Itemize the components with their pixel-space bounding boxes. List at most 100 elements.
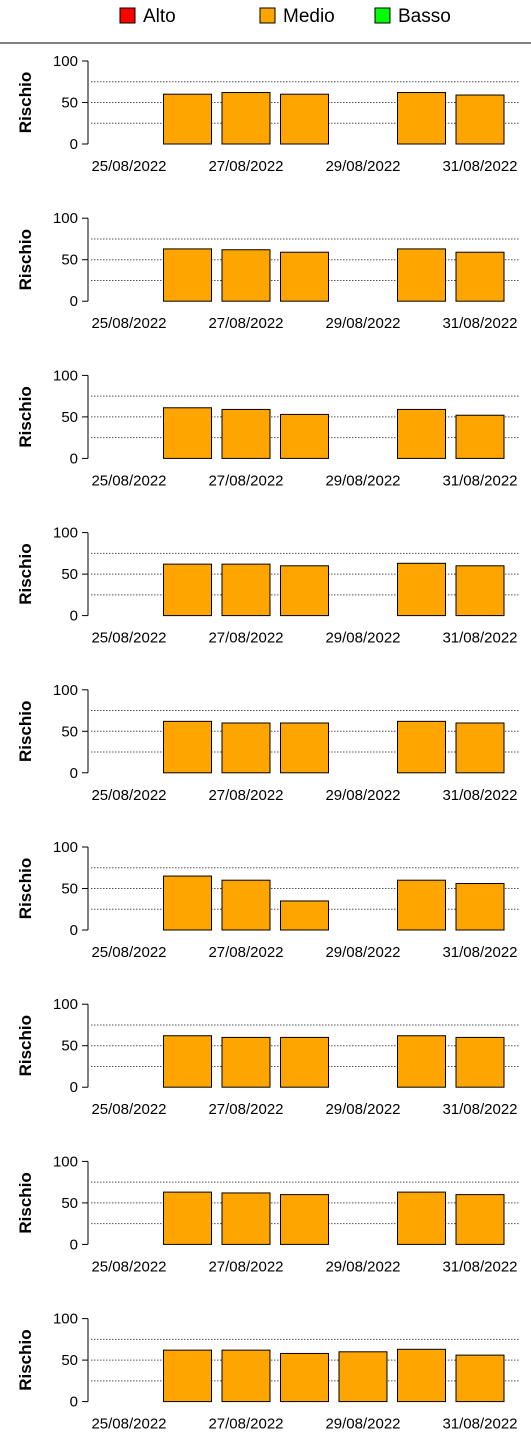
x-tick-label: 31/08/2022 [442,472,517,489]
bar-30-08-2022 [397,562,446,617]
x-tick-label: 29/08/2022 [325,1101,400,1118]
bar-30-08-2022 [397,879,446,931]
y-tick-label: 0 [70,608,78,625]
x-tick-label: 29/08/2022 [325,315,400,332]
y-tick-label: 0 [70,450,78,467]
legend: Alto Medio Basso [119,6,451,27]
bar-31-08-2022 [455,251,505,302]
x-tick-label: 27/08/2022 [208,472,283,489]
x-tick-label: 29/08/2022 [325,944,400,961]
bar-31-08-2022 [455,565,505,617]
chart-panels: 0 50 100 Rischio 25/08/2022 27/08/2022 29/08/2… [16,53,520,1433]
x-tick-label: 25/08/2022 [91,1101,166,1118]
x-tick-label: 25/08/2022 [91,630,166,647]
legend-label-basso: Basso [398,6,451,27]
chart-panel-4: 0 50 100 Rischio 25/08/2022 27/08/2022 29/08/2… [16,525,520,647]
bar-28-08-2022 [280,722,329,774]
y-tick-label: 100 [53,367,78,384]
y-tick-label: 50 [61,723,78,740]
chart-panel-9: 0 50 100 Rischio 25/08/2022 27/08/2022 29/08/2… [16,1311,520,1433]
y-tick-label: 50 [61,95,78,112]
bar-31-08-2022 [455,1036,505,1088]
bar-27-08-2022 [221,1036,271,1088]
bar-30-08-2022 [397,248,446,302]
chart-panel-8: 0 50 100 Rischio 25/08/2022 27/08/2022 29/08/2… [16,1153,520,1275]
bar-30-08-2022 [397,720,446,774]
bar-28-08-2022 [280,900,329,931]
y-tick-label: 100 [53,1311,78,1328]
chart-panel-3: 0 50 100 Rischio 25/08/2022 27/08/2022 29/08/2… [16,367,520,489]
x-tick-label: 31/08/2022 [442,158,517,175]
chart-panel-1: 0 50 100 Rischio 25/08/2022 27/08/2022 29/08/2… [16,53,520,175]
y-tick-label: 0 [70,136,78,153]
bar-28-08-2022 [280,1352,329,1403]
x-tick-label: 27/08/2022 [208,630,283,647]
x-tick-label: 25/08/2022 [91,787,166,804]
bar-31-08-2022 [455,1354,505,1403]
x-tick-label: 25/08/2022 [91,944,166,961]
bar-26-08-2022 [163,248,212,302]
bar-28-08-2022 [280,413,329,459]
y-axis-label: Rischio [16,858,35,919]
y-tick-label: 50 [61,252,78,269]
x-tick-label: 27/08/2022 [208,1416,283,1433]
chart-panel-2: 0 50 100 Rischio 25/08/2022 27/08/2022 29/08/2… [16,210,520,332]
x-tick-label: 27/08/2022 [208,158,283,175]
y-tick-label: 50 [61,409,78,426]
bar-26-08-2022 [163,875,212,931]
bar-31-08-2022 [455,1194,505,1245]
bar-28-08-2022 [280,565,329,617]
bar-31-08-2022 [455,883,505,931]
bar-30-08-2022 [397,408,446,459]
x-tick-label: 31/08/2022 [442,1416,517,1433]
x-tick-label: 29/08/2022 [325,787,400,804]
y-axis-label: Rischio [16,72,35,133]
x-tick-label: 25/08/2022 [91,1416,166,1433]
bar-30-08-2022 [397,92,446,145]
x-tick-label: 25/08/2022 [91,315,166,332]
bar-26-08-2022 [163,93,212,145]
bar-29-08-2022 [338,1351,388,1403]
y-tick-label: 0 [70,1236,78,1253]
bar-26-08-2022 [163,720,212,774]
y-tick-label: 50 [61,566,78,583]
y-tick-label: 0 [70,922,78,939]
bar-26-08-2022 [163,563,212,617]
bar-27-08-2022 [221,408,271,459]
y-axis-label: Rischio [16,1329,35,1390]
bar-27-08-2022 [221,1349,271,1403]
bar-30-08-2022 [397,1348,446,1403]
y-tick-label: 100 [53,839,78,856]
y-tick-label: 50 [61,1195,78,1212]
y-tick-label: 100 [53,210,78,227]
legend-label-alto: Alto [143,6,176,27]
y-tick-label: 50 [61,1038,78,1055]
x-tick-label: 31/08/2022 [442,787,517,804]
y-tick-label: 0 [70,1394,78,1411]
y-tick-label: 100 [53,525,78,542]
y-tick-label: 0 [70,293,78,310]
legend-swatch-basso [374,7,391,24]
y-axis-label: Rischio [16,1172,35,1233]
legend-label-medio: Medio [283,6,335,27]
x-tick-label: 29/08/2022 [325,1416,400,1433]
y-tick-label: 50 [61,1352,78,1369]
x-tick-label: 25/08/2022 [91,1258,166,1275]
bar-31-08-2022 [455,414,505,459]
x-tick-label: 29/08/2022 [325,472,400,489]
bar-26-08-2022 [163,407,212,459]
y-tick-label: 0 [70,1079,78,1096]
y-axis-label: Rischio [16,701,35,762]
y-tick-label: 100 [53,996,78,1013]
bar-27-08-2022 [221,879,271,931]
bar-27-08-2022 [221,722,271,774]
x-tick-label: 27/08/2022 [208,1258,283,1275]
x-tick-label: 29/08/2022 [325,158,400,175]
chart-panel-7: 0 50 100 Rischio 25/08/2022 27/08/2022 29/08/2… [16,996,520,1118]
y-axis-label: Rischio [16,386,35,447]
x-tick-label: 29/08/2022 [325,630,400,647]
bar-26-08-2022 [163,1191,212,1245]
x-tick-label: 27/08/2022 [208,1101,283,1118]
